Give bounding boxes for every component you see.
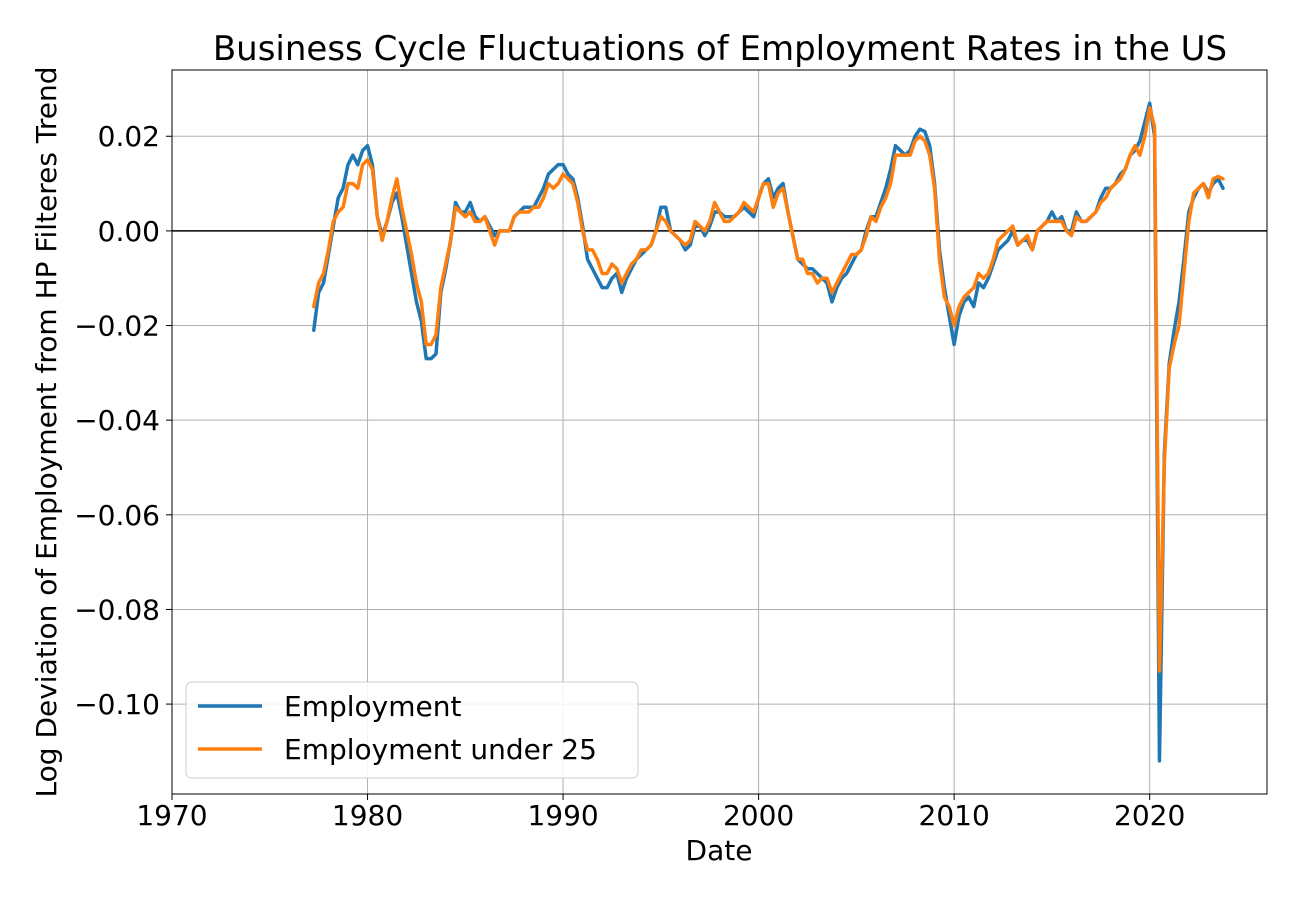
- y-tick-label: −0.08: [74, 593, 160, 626]
- legend-label-employment-under-25: Employment under 25: [284, 733, 597, 766]
- y-tick-label: −0.04: [74, 404, 160, 437]
- x-tick-label: 2000: [723, 799, 794, 832]
- x-tick-label: 1980: [332, 799, 403, 832]
- legend: Employment Employment under 25: [185, 681, 639, 779]
- axis-ticks: 1970 1980 1990 2000 2010 2020 0.02 0.00 −0.02 −0.…: [74, 120, 1185, 832]
- legend-box: [185, 681, 639, 779]
- x-axis-label: Date: [686, 834, 753, 867]
- y-tick-label: −0.02: [74, 310, 160, 343]
- x-tick-label: 2010: [919, 799, 990, 832]
- y-tick-label: −0.10: [74, 688, 160, 721]
- series-line-employment-under-25: [312, 106, 1225, 673]
- plot-area-frame: [171, 69, 1268, 795]
- y-tick-label: 0.00: [98, 215, 160, 248]
- y-tick-label: 0.02: [98, 120, 160, 153]
- x-tick-label: 1990: [527, 799, 598, 832]
- series-layer: [312, 101, 1225, 763]
- x-tick-label: 2020: [1114, 799, 1185, 832]
- x-tick-label: 1970: [136, 799, 207, 832]
- legend-label-employment: Employment: [284, 690, 461, 723]
- y-tick-label: −0.06: [74, 499, 160, 532]
- chart-title: Business Cycle Fluctuations of Employmen…: [213, 29, 1227, 69]
- y-axis-label: Log Deviation of Employment from HP Filt…: [30, 67, 63, 798]
